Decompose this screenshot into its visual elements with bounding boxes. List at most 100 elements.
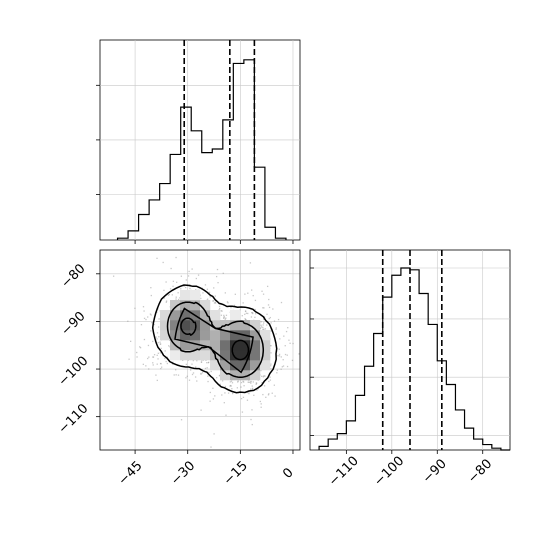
density-point	[262, 324, 264, 326]
density-point	[245, 312, 248, 314]
density-point	[218, 375, 221, 377]
density-point	[256, 389, 258, 391]
density-point	[250, 316, 253, 318]
density-point	[152, 340, 154, 343]
density-point	[180, 419, 183, 421]
density-point	[206, 367, 208, 369]
contour-mid	[174, 307, 265, 378]
density-point	[252, 312, 254, 315]
density-point	[270, 363, 272, 365]
contour-outer	[151, 284, 278, 394]
density-contours	[151, 284, 278, 394]
density-cell	[220, 330, 231, 341]
density-point	[168, 293, 170, 296]
density-point	[159, 341, 161, 343]
density-point	[244, 318, 246, 320]
density-point	[180, 288, 182, 290]
density-point	[298, 353, 300, 355]
density-point	[227, 392, 230, 394]
density-point	[225, 314, 228, 316]
density-point	[145, 365, 147, 367]
density-point	[197, 274, 200, 276]
density-point	[249, 391, 251, 393]
density-point	[172, 363, 174, 365]
density-point	[220, 310, 222, 312]
density-point	[172, 361, 174, 363]
density-point	[200, 372, 202, 375]
density-cell	[200, 330, 211, 341]
density-point	[247, 392, 249, 394]
density-point	[262, 293, 265, 295]
density-cell	[190, 350, 201, 361]
density-cell	[230, 330, 241, 341]
density-point	[275, 328, 277, 330]
density-point	[261, 290, 263, 292]
density-point	[112, 275, 115, 277]
density-point	[206, 362, 208, 364]
density-point	[189, 283, 191, 286]
density-point	[251, 312, 254, 314]
density-y-tick-label: −110	[56, 401, 92, 437]
density-point	[187, 359, 189, 362]
density-point	[263, 318, 265, 321]
density-point	[216, 268, 219, 271]
density-point	[240, 386, 242, 388]
density-point	[177, 292, 179, 294]
density-cell	[200, 310, 211, 321]
density-point	[264, 375, 266, 377]
density-cell	[220, 370, 231, 381]
density-y-tick-label: −90	[59, 309, 89, 339]
density-point	[240, 381, 243, 384]
density-point	[225, 414, 227, 416]
density-point	[185, 363, 188, 366]
density-point	[236, 387, 238, 389]
density-point	[156, 379, 158, 382]
density-point	[218, 305, 221, 308]
density-point	[157, 352, 160, 354]
density-point	[186, 375, 188, 377]
density-point	[175, 374, 177, 376]
density-point	[164, 357, 166, 360]
density-point	[149, 313, 152, 315]
density-point	[247, 312, 249, 315]
density-x-tick-label: −30	[168, 459, 198, 489]
density-point	[200, 409, 202, 411]
density-point	[160, 347, 162, 350]
top-histogram-panel	[96, 39, 301, 244]
density-point	[209, 296, 211, 298]
density-cell	[230, 320, 241, 331]
density-point	[173, 374, 175, 376]
density-point	[267, 320, 269, 323]
density-point	[166, 362, 169, 365]
density-point	[223, 314, 225, 317]
density-x-tick-label: 0	[280, 465, 296, 481]
density-point	[221, 380, 224, 382]
density-point	[210, 446, 212, 448]
density-point	[251, 312, 253, 314]
density-point	[277, 318, 280, 321]
density-cell	[190, 300, 201, 311]
density-point	[177, 374, 180, 376]
top-histogram-grid	[100, 40, 300, 240]
density-point	[175, 296, 177, 298]
density-point	[152, 362, 154, 364]
density-point	[192, 359, 194, 362]
density-point	[253, 394, 255, 396]
density-point	[202, 292, 204, 294]
density-cell	[190, 340, 201, 351]
density-point	[250, 382, 252, 384]
density-point	[230, 385, 232, 387]
density-cell	[210, 320, 221, 331]
density-point	[195, 289, 197, 291]
density-point	[196, 380, 198, 382]
density-point	[196, 360, 198, 362]
density-cell	[180, 340, 191, 351]
density-point	[217, 281, 219, 284]
density-cell	[190, 330, 201, 341]
density-point	[172, 280, 175, 282]
density-point	[223, 402, 225, 404]
density-point	[147, 344, 150, 347]
density-point	[207, 298, 209, 300]
density-point	[151, 321, 153, 324]
density-point	[167, 294, 170, 296]
